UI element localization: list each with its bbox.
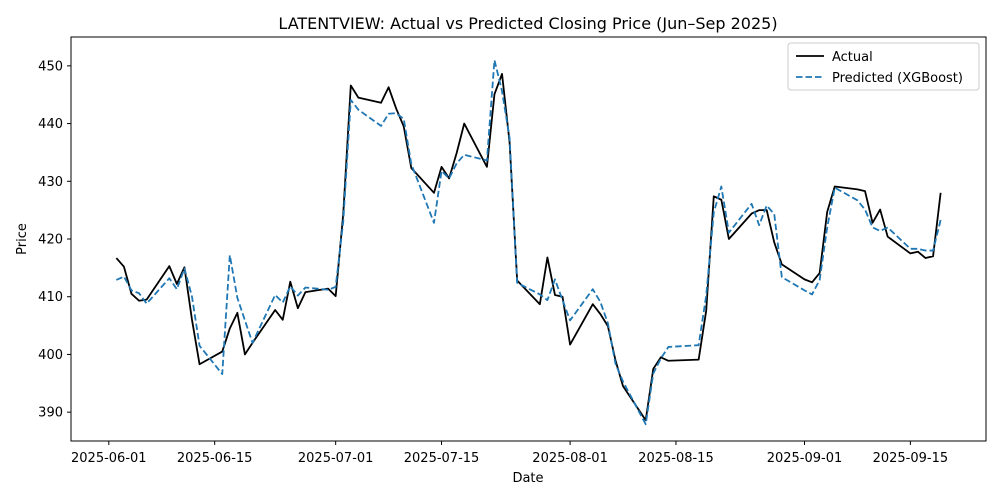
legend-box [787, 42, 980, 91]
x-tick-label: 2025-07-15 [404, 451, 480, 466]
x-tick-label: 2025-09-15 [873, 451, 949, 466]
x-tick-label: 2025-08-01 [532, 451, 608, 466]
x-tick-label: 2025-06-15 [177, 451, 253, 466]
y-tick-label: 440 [38, 117, 63, 132]
series-line-predicted-xgboost [115, 59, 942, 426]
x-tick-label: 2025-09-01 [767, 451, 843, 466]
legend: Actual Predicted (XGBoost) [787, 42, 980, 91]
y-axis: 390 400 410 420 430 440 450 [38, 59, 71, 421]
plot-frame [70, 36, 987, 442]
legend-label-actual: Actual [832, 50, 873, 65]
y-tick-label: 400 [38, 348, 63, 363]
x-axis-label: Date [512, 471, 543, 486]
y-tick-label: 420 [38, 233, 63, 248]
legend-label-predicted: Predicted (XGBoost) [832, 71, 963, 86]
x-tick-label: 2025-06-01 [71, 451, 147, 466]
y-tick-label: 430 [38, 175, 63, 190]
series-line-actual [115, 73, 942, 422]
chart-title: LATENTVIEW: Actual vs Predicted Closing … [278, 14, 777, 33]
x-axis: 2025-06-01 2025-06-15 2025-07-01 2025-07-15… [71, 441, 948, 466]
y-tick-label: 410 [38, 290, 63, 305]
x-tick-label: 2025-07-01 [298, 451, 374, 466]
y-axis-label: Price [15, 223, 30, 255]
x-tick-label: 2025-08-15 [638, 451, 714, 466]
y-tick-label: 390 [38, 406, 63, 421]
series-layer [115, 59, 942, 426]
y-tick-label: 450 [38, 59, 63, 74]
